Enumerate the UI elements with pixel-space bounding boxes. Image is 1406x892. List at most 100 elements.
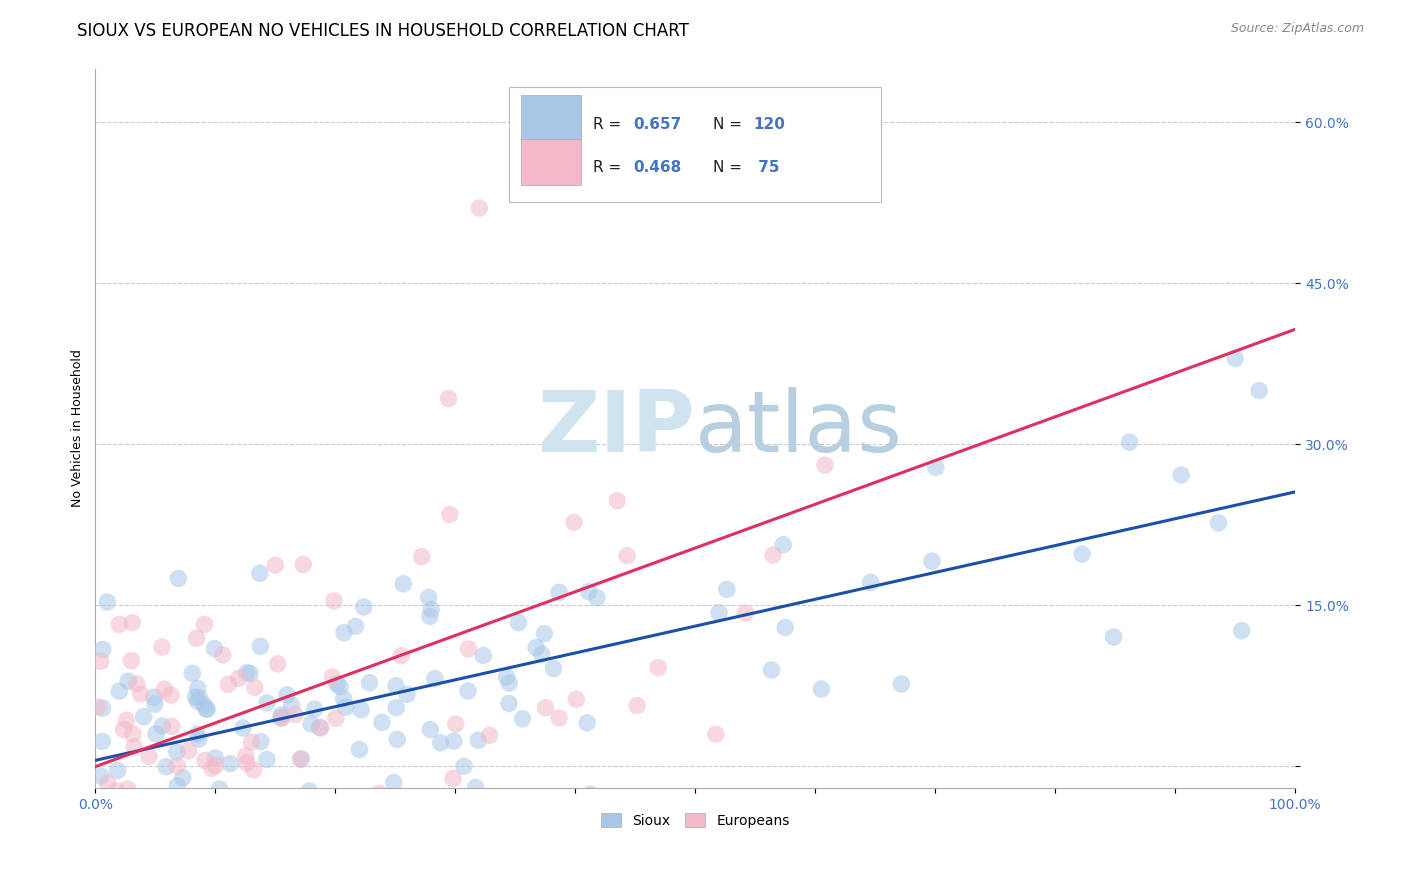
Point	[112, 723, 135, 737]
Point	[195, 702, 218, 716]
Point	[129, 687, 152, 701]
Point	[256, 696, 278, 710]
Point	[155, 760, 177, 774]
Point	[108, 684, 131, 698]
Point	[423, 672, 446, 686]
Point	[382, 775, 405, 789]
Point	[187, 694, 209, 708]
Point	[157, 805, 180, 819]
Point	[193, 617, 215, 632]
Point	[773, 621, 796, 635]
Point	[704, 727, 727, 741]
Point	[332, 691, 354, 706]
Point	[132, 709, 155, 723]
FancyBboxPatch shape	[522, 138, 581, 186]
Point	[814, 458, 837, 472]
Point	[270, 711, 292, 725]
Point	[204, 758, 226, 772]
Point	[420, 602, 443, 616]
Point	[565, 692, 588, 706]
Point	[188, 690, 211, 705]
Point	[108, 617, 131, 632]
Point	[467, 733, 489, 747]
Point	[548, 585, 571, 599]
Point	[125, 677, 148, 691]
Point	[232, 721, 254, 735]
Point	[371, 715, 394, 730]
Point	[228, 671, 250, 685]
Point	[859, 575, 882, 590]
Point	[299, 717, 322, 731]
Point	[146, 862, 169, 876]
Point	[498, 697, 520, 711]
Point	[707, 606, 730, 620]
Point	[249, 640, 271, 654]
Point	[562, 516, 585, 530]
Point	[548, 711, 571, 725]
Point	[90, 769, 112, 783]
Text: 0.468: 0.468	[633, 161, 681, 176]
Point	[194, 753, 217, 767]
Point	[181, 666, 204, 681]
Point	[302, 824, 325, 838]
Point	[321, 670, 343, 684]
Point	[335, 700, 357, 714]
Point	[385, 700, 408, 714]
Point	[235, 749, 257, 764]
Point	[264, 558, 287, 573]
Point	[167, 789, 190, 804]
Point	[211, 648, 233, 662]
Point	[167, 571, 190, 585]
Point	[290, 752, 312, 766]
Point	[187, 681, 209, 696]
Text: 75: 75	[752, 161, 779, 176]
Point	[91, 801, 114, 815]
Point	[344, 619, 367, 633]
Point	[276, 688, 298, 702]
Point	[443, 734, 465, 748]
Point	[1208, 516, 1230, 530]
Point	[1170, 467, 1192, 482]
Point	[329, 680, 352, 694]
Point	[91, 734, 114, 748]
Point	[418, 591, 440, 605]
Point	[91, 701, 114, 715]
Point	[368, 786, 391, 800]
Point	[217, 677, 239, 691]
Point	[204, 641, 226, 656]
Point	[495, 670, 517, 684]
Point	[138, 749, 160, 764]
Point	[534, 700, 557, 714]
Point	[270, 707, 292, 722]
Point	[121, 615, 143, 630]
Point	[387, 732, 409, 747]
Point	[810, 682, 832, 697]
Point	[184, 690, 207, 704]
Point	[762, 548, 785, 562]
Point	[280, 698, 302, 713]
Point	[284, 707, 307, 722]
Point	[239, 666, 262, 681]
Point	[207, 814, 229, 828]
Point	[308, 720, 330, 734]
Point	[256, 752, 278, 766]
Point	[392, 577, 415, 591]
Point	[124, 838, 146, 853]
Point	[716, 582, 738, 597]
Point	[186, 632, 208, 646]
Point	[204, 751, 226, 765]
Text: SIOUX VS EUROPEAN NO VEHICLES IN HOUSEHOLD CORRELATION CHART: SIOUX VS EUROPEAN NO VEHICLES IN HOUSEHO…	[77, 22, 689, 40]
Point	[337, 848, 360, 863]
Point	[512, 712, 534, 726]
Point	[453, 759, 475, 773]
Point	[105, 783, 128, 797]
Point	[353, 599, 375, 614]
Point	[457, 641, 479, 656]
Point	[349, 742, 371, 756]
Point	[478, 728, 501, 742]
Point	[616, 549, 638, 563]
Point	[359, 675, 381, 690]
Point	[411, 549, 433, 564]
Text: R =: R =	[593, 161, 627, 176]
Point	[86, 699, 108, 714]
